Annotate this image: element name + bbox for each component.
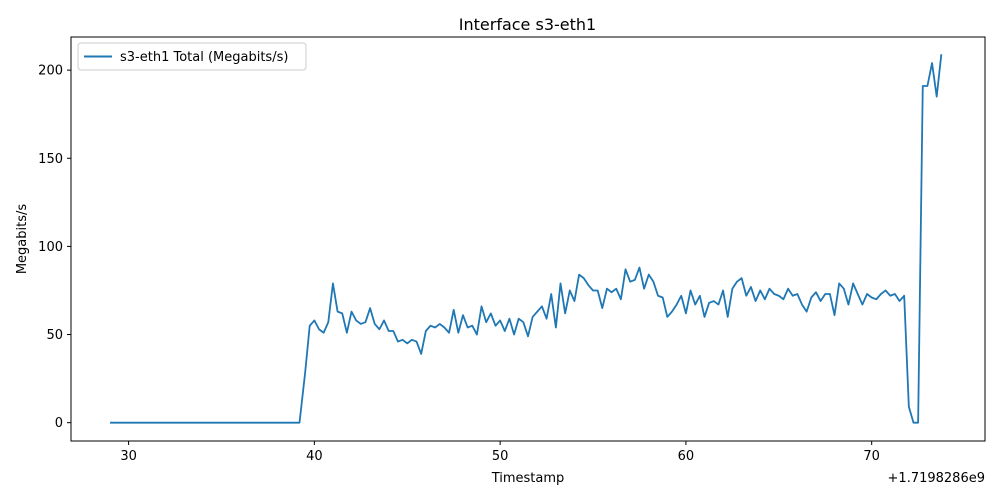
y-axis: 0 50 100 150 200: [38, 64, 71, 431]
x-tick-label: 30: [120, 449, 137, 464]
y-tick-label: 200: [38, 64, 63, 79]
x-tick-label: 60: [678, 449, 695, 464]
series-line: [110, 54, 943, 424]
y-tick-label: 150: [38, 152, 63, 167]
x-tick-label: 40: [306, 449, 323, 464]
x-axis-label: Timestamp: [491, 471, 565, 486]
y-tick-label: 100: [38, 240, 63, 255]
legend-box: [77, 42, 307, 71]
x-tick-label: 70: [863, 449, 880, 464]
x-tick-label: 50: [492, 449, 509, 464]
legend: s3-eth1 Total (Megabits/s): [77, 42, 307, 71]
plot-area: 30 40 50 60 70 0 50 100 150 200: [38, 36, 986, 464]
y-tick-label: 0: [55, 416, 63, 431]
legend-entry: s3-eth1 Total (Megabits/s): [120, 50, 288, 65]
y-tick-label: 50: [46, 328, 63, 343]
axes-frame: [70, 36, 986, 442]
x-axis-offset-label: +1.7198286e9: [888, 471, 985, 486]
x-axis: 30 40 50 60 70: [120, 441, 880, 464]
y-axis-label: Megabits/s: [15, 204, 30, 275]
chart-title: Interface s3-eth1: [459, 15, 596, 34]
